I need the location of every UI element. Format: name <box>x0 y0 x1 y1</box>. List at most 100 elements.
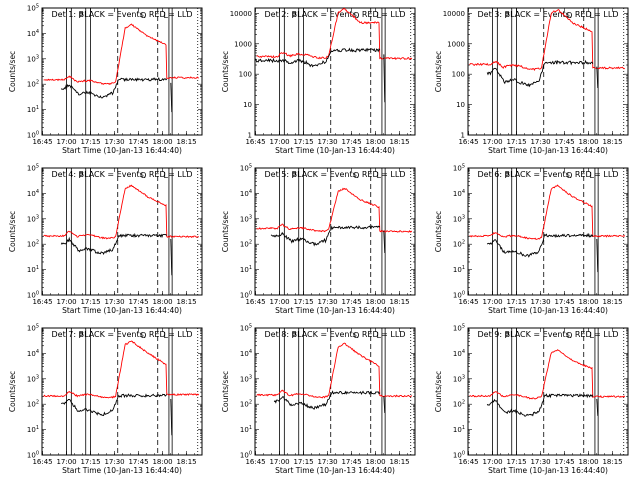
x-tick-label: 17:30 <box>317 458 337 466</box>
x-tick-label: 17:15 <box>506 458 526 466</box>
x-axis-label: Start Time (10-Jan-13 16:44:40) <box>62 146 182 155</box>
x-tick-label: 17:15 <box>506 298 526 306</box>
x-tick-label: 17:45 <box>341 138 361 146</box>
y-tick-label: 100 <box>452 71 465 79</box>
y-tick-label: 101 <box>27 105 39 114</box>
y-axis-label: Counts/sec <box>221 211 230 252</box>
y-tick-label: 105 <box>27 164 39 173</box>
x-tick-label: 18:15 <box>176 298 196 306</box>
y-tick-label: 100 <box>453 291 465 300</box>
y-tick-label: 103 <box>240 374 252 383</box>
y-axis-label: Counts/sec <box>8 211 17 252</box>
x-tick-label: 16:45 <box>245 458 265 466</box>
series-events-line <box>60 393 168 417</box>
y-tick-label: 104 <box>453 189 465 198</box>
marker-label-P: P <box>505 331 510 340</box>
y-tick-label: 100 <box>27 131 39 140</box>
y-tick-label: 104 <box>27 29 39 38</box>
x-tick-label: 17:30 <box>317 138 337 146</box>
y-tick-label: 1000 <box>234 40 252 48</box>
series-lld-line <box>256 342 413 399</box>
x-tick-label: 16:45 <box>32 138 52 146</box>
y-tick-label: 10 <box>243 101 252 109</box>
series-lld-line <box>43 184 200 240</box>
marker-label-L: L <box>376 331 381 340</box>
panel-title: Det 3: BLACK = Events, RED = LLD <box>478 10 619 19</box>
y-axis-label: Counts/sec <box>8 371 17 412</box>
x-tick-label: 18:15 <box>389 138 409 146</box>
panel-title: Det 1: BLACK = Events, RED = LLD <box>52 10 193 19</box>
series-events-line <box>60 77 168 99</box>
y-tick-label: 101 <box>27 425 39 434</box>
y-tick-label: 103 <box>27 374 39 383</box>
marker-label-O: O <box>566 171 572 180</box>
panel-title: Det 5: BLACK = Events, RED = LLD <box>265 170 406 179</box>
x-tick-label: 16:45 <box>245 298 265 306</box>
x-tick-label: 17:00 <box>56 138 76 146</box>
plot-frame <box>467 167 629 296</box>
marker-label-L: L <box>589 11 594 20</box>
x-tick-label: 18:15 <box>389 298 409 306</box>
x-tick-label: 17:45 <box>341 298 361 306</box>
x-tick-label: 17:15 <box>506 138 526 146</box>
x-tick-label: 17:45 <box>128 298 148 306</box>
y-tick-label: 103 <box>453 374 465 383</box>
marker-label-O: O <box>353 171 359 180</box>
series-events-tail <box>383 396 386 414</box>
x-tick-label: 17:15 <box>80 458 100 466</box>
x-tick-label: 17:15 <box>293 138 313 146</box>
y-axis-label: Counts/sec <box>221 371 230 412</box>
series-events-tail <box>596 398 599 416</box>
series-events-line <box>486 232 594 258</box>
marker-label-P: P <box>79 331 84 340</box>
panel-title: Det 7: BLACK = Events, RED = LLD <box>52 330 193 339</box>
x-tick-label: 18:15 <box>176 458 196 466</box>
y-tick-label: 101 <box>240 425 252 434</box>
marker-label-L: L <box>163 331 168 340</box>
detector-panel-5: Det 5: BLACK = Events, RED = LLD 100 101 10… <box>221 164 416 315</box>
series-lld-line <box>469 184 626 241</box>
series-events-line <box>255 47 381 68</box>
marker-label-O: O <box>353 11 359 20</box>
y-tick-label: 100 <box>240 291 252 300</box>
x-tick-label: 18:15 <box>176 138 196 146</box>
plot-frame <box>41 327 203 456</box>
x-tick-label: 18:15 <box>602 298 622 306</box>
x-tick-label: 16:45 <box>245 138 265 146</box>
series-lld-line <box>469 8 625 72</box>
series-events-tail <box>596 66 599 89</box>
x-tick-label: 17:15 <box>293 298 313 306</box>
y-tick-label: 104 <box>240 189 252 198</box>
marker-label-O: O <box>566 331 572 340</box>
panel-title: Det 8: BLACK = Events, RED = LLD <box>265 330 406 339</box>
y-axis-label: Counts/sec <box>434 211 443 252</box>
plot-frame <box>254 7 416 136</box>
y-tick-label: 104 <box>453 349 465 358</box>
panel-title: Det 9: BLACK = Events, RED = LLD <box>478 330 619 339</box>
x-tick-label: 16:45 <box>32 298 52 306</box>
x-tick-label: 18:15 <box>389 458 409 466</box>
y-tick-label: 102 <box>453 240 465 249</box>
y-tick-label: 105 <box>453 164 465 173</box>
panel-title: Det 2: BLACK = Events, RED = LLD <box>265 10 406 19</box>
marker-label-L: L <box>163 171 168 180</box>
y-tick-label: 101 <box>240 265 252 274</box>
detector-panel-3: Det 3: BLACK = Events, RED = LLD 1 10 100 10… <box>434 7 629 155</box>
marker-label-P: P <box>292 171 297 180</box>
marker-label-L: L <box>376 11 381 20</box>
x-tick-label: 17:00 <box>269 458 289 466</box>
x-tick-label: 16:45 <box>458 458 478 466</box>
marker-label-O: O <box>140 171 146 180</box>
series-events-line <box>273 390 381 410</box>
series-lld-line <box>43 340 200 399</box>
y-tick-label: 10000 <box>230 10 252 18</box>
y-tick-label: 100 <box>239 71 252 79</box>
y-tick-label: 104 <box>27 189 39 198</box>
x-axis-label: Start Time (10-Jan-13 16:44:40) <box>62 466 182 475</box>
x-tick-label: 17:45 <box>128 458 148 466</box>
marker-label-P: P <box>292 11 297 20</box>
y-tick-label: 1000 <box>447 40 465 48</box>
y-tick-label: 102 <box>27 80 39 89</box>
x-tick-label: 17:45 <box>554 138 574 146</box>
